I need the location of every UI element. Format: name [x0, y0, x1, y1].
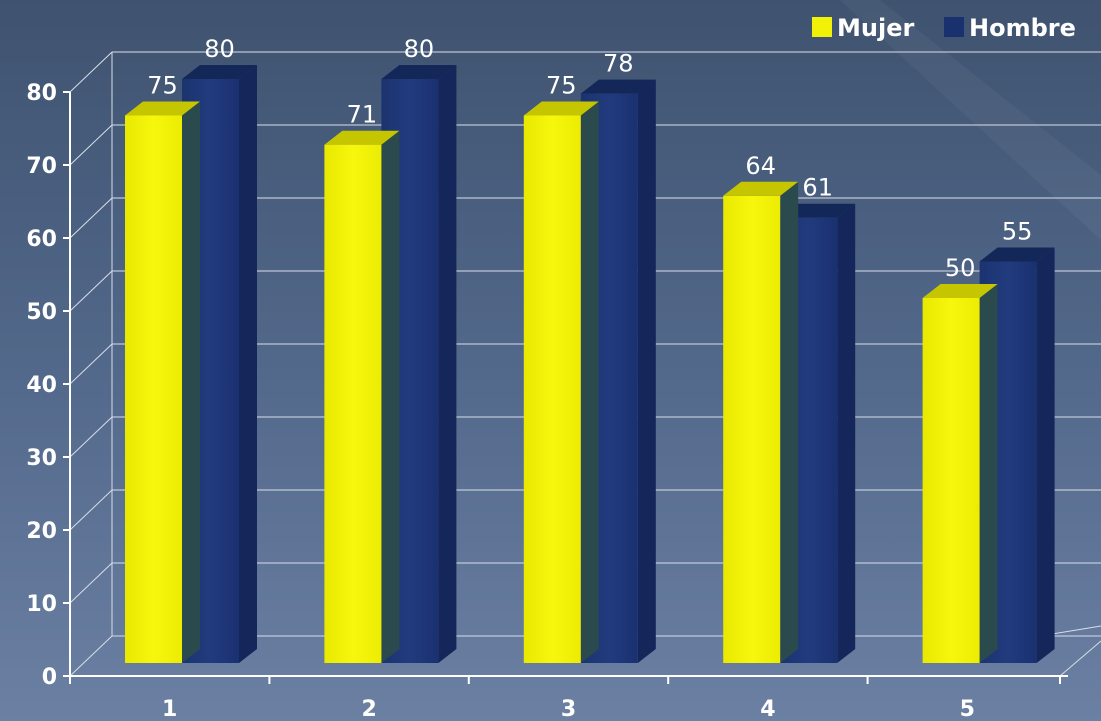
- y-tick-label: 40: [26, 373, 57, 398]
- data-label-hombre-2: 80: [404, 35, 435, 63]
- legend-swatch: [944, 17, 964, 37]
- data-labels: 80 75 80 71 78 75 61 64 55 50: [147, 35, 1032, 282]
- bar-mujer-1: [125, 101, 200, 663]
- data-label-hombre-3: 78: [603, 50, 634, 78]
- data-label-mujer-4: 64: [745, 152, 776, 180]
- y-tick-label: 50: [26, 300, 57, 325]
- gridline-depth: [69, 562, 113, 604]
- data-label-hombre-4: 61: [802, 174, 833, 202]
- y-tick-label: 80: [26, 81, 57, 106]
- x-tick-label: 3: [561, 697, 576, 721]
- gridline-depth: [69, 197, 113, 239]
- data-label-mujer-1: 75: [147, 72, 178, 100]
- bar-mujer-5: [922, 284, 998, 663]
- data-label-mujer-5: 50: [945, 254, 976, 282]
- y-tick-label: 30: [26, 446, 57, 471]
- legend-item-mujer: Mujer: [812, 14, 914, 42]
- legend-item-hombre: Hombre: [944, 14, 1076, 42]
- data-label-mujer-3: 75: [546, 72, 577, 100]
- data-label-hombre-5: 55: [1002, 218, 1033, 246]
- legend-label: Mujer: [837, 14, 914, 42]
- bar-mujer-3: [523, 101, 599, 663]
- data-label-mujer-2: 71: [347, 101, 378, 129]
- y-tick-label: 60: [26, 227, 57, 252]
- gridline-depth: [69, 343, 113, 385]
- y-tick-label: 0: [42, 665, 57, 690]
- x-tick-label: 5: [960, 697, 975, 721]
- legend-label: Hombre: [969, 14, 1076, 42]
- bar-mujer-2: [324, 130, 400, 663]
- y-tick-label: 70: [26, 154, 57, 179]
- x-tick-label: 2: [361, 697, 376, 721]
- gridline-depth: [69, 635, 113, 677]
- y-tick-label: 20: [26, 519, 57, 544]
- x-tick-label: 4: [760, 697, 775, 721]
- legend: Mujer Hombre: [812, 14, 1076, 42]
- x-tick-label: 1: [162, 697, 177, 721]
- gridline-depth: [69, 416, 113, 458]
- gridline-depth: [69, 51, 113, 93]
- gridline-depth: [69, 124, 113, 166]
- bars: [125, 65, 1055, 664]
- legend-swatch: [812, 17, 832, 37]
- data-label-hombre-1: 80: [204, 35, 235, 63]
- gridline-depth: [69, 270, 113, 312]
- bar-mujer-4: [723, 181, 799, 664]
- axes: 0 10 20 30 40 50 60 70 80 1 2 3 4 5: [26, 81, 1068, 721]
- floor-right-edge: [1059, 640, 1101, 677]
- y-tick-label: 10: [26, 592, 57, 617]
- gridline-depth: [69, 489, 113, 531]
- background-streak: [840, 0, 1101, 240]
